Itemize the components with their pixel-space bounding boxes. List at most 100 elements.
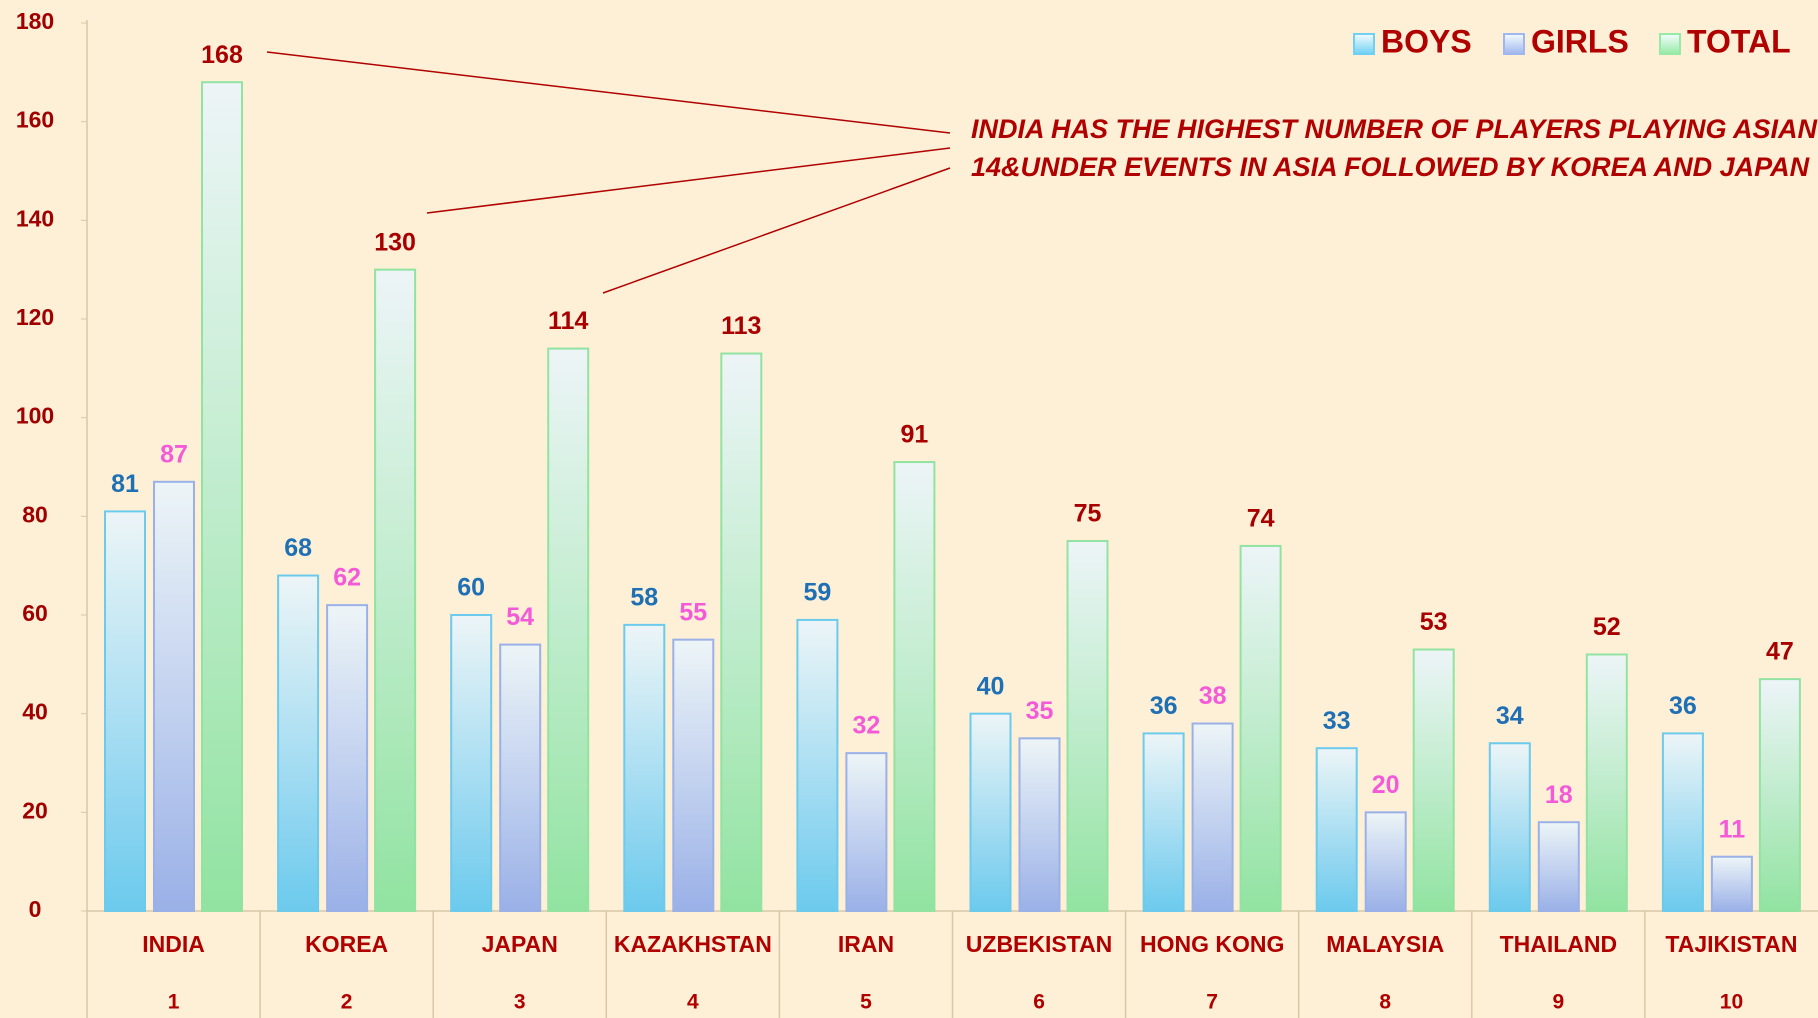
bar	[277, 574, 320, 912]
bar	[845, 752, 888, 913]
value-label: 168	[201, 41, 243, 69]
y-tick-label: 0	[29, 896, 42, 922]
value-label: 114	[548, 307, 588, 335]
x-rank-label: 2	[341, 991, 353, 1014]
x-rank-label: 5	[860, 991, 872, 1014]
annotation: INDIA HAS THE HIGHEST NUMBER OF PLAYERS …	[971, 114, 1818, 144]
x-tick-label: KOREA	[305, 931, 388, 957]
legend-label: GIRLS	[1531, 23, 1629, 59]
annotation-line	[266, 51, 951, 134]
x-rank-label: 10	[1720, 991, 1743, 1014]
y-tick-label: 20	[22, 797, 48, 823]
value-label: 59	[803, 579, 831, 607]
x-tick-label: INDIA	[142, 931, 205, 957]
x-tick-label: JAPAN	[482, 931, 558, 957]
value-label: 53	[1420, 608, 1448, 636]
bar	[1191, 722, 1234, 912]
bar	[1018, 737, 1061, 912]
bar	[1315, 747, 1358, 913]
y-tick-label: 160	[16, 107, 54, 133]
legend-swatch	[1503, 33, 1525, 55]
bar	[326, 604, 369, 913]
bar	[374, 268, 417, 912]
y-tick-label: 80	[22, 501, 48, 527]
value-label: 36	[1150, 692, 1178, 720]
value-label: 113	[721, 312, 761, 340]
bar	[969, 712, 1012, 913]
value-label: 34	[1496, 702, 1524, 730]
y-tick-label: 140	[16, 205, 54, 231]
bar	[672, 638, 715, 913]
bar	[796, 618, 839, 913]
annotation-line	[602, 167, 951, 294]
bar	[1364, 811, 1407, 912]
bar	[720, 352, 763, 912]
value-label: 130	[374, 228, 416, 256]
value-label: 54	[506, 603, 534, 631]
legend-swatch	[1659, 33, 1681, 55]
value-label: 20	[1372, 771, 1400, 799]
value-label: 40	[977, 672, 1005, 700]
value-label: 81	[111, 470, 139, 498]
bar	[1585, 653, 1628, 912]
value-label: 60	[457, 574, 485, 602]
bar	[1066, 540, 1109, 912]
x-tick-label: KAZAKHSTAN	[614, 931, 772, 957]
y-tick-label: 60	[22, 600, 48, 626]
x-tick-label: UZBEKISTAN	[966, 931, 1113, 957]
x-rank-label: 9	[1553, 991, 1565, 1014]
y-tick-label: 180	[16, 8, 54, 34]
legend-label: TOTAL	[1687, 23, 1791, 59]
value-label: 11	[1719, 815, 1746, 843]
bar	[1142, 732, 1185, 913]
value-label: 62	[333, 564, 361, 592]
value-label: 32	[852, 712, 880, 740]
x-tick-label: HONG KONG	[1140, 931, 1284, 957]
x-rank-label: 7	[1206, 991, 1218, 1014]
value-label: 68	[284, 534, 312, 562]
bar	[1661, 732, 1704, 913]
value-label: 74	[1247, 505, 1275, 533]
value-label: 35	[1026, 697, 1054, 725]
y-tick-label: 40	[22, 699, 48, 725]
x-rank-label: 6	[1033, 991, 1045, 1014]
bar	[201, 81, 243, 912]
x-tick-label: THAILAND	[1500, 931, 1618, 957]
value-label: 33	[1323, 707, 1351, 735]
x-tick-label: MALAYSIA	[1326, 931, 1444, 957]
value-label: 58	[630, 583, 658, 611]
value-label: 87	[160, 440, 188, 468]
annotation-line	[426, 147, 951, 214]
bar	[1710, 855, 1753, 913]
bar	[893, 461, 936, 912]
value-label: 36	[1669, 692, 1697, 720]
legend-swatch	[1353, 33, 1375, 55]
bar	[153, 480, 195, 912]
value-label: 52	[1593, 613, 1621, 641]
y-tick-label: 100	[16, 403, 54, 429]
x-rank-label: 4	[687, 991, 699, 1014]
x-tick-label: IRAN	[838, 931, 894, 957]
y-tick-label: 120	[16, 304, 54, 330]
value-label: 18	[1545, 781, 1573, 809]
bar	[623, 623, 666, 912]
x-rank-label: 3	[514, 991, 526, 1014]
bar	[104, 510, 146, 912]
value-label: 47	[1766, 638, 1794, 666]
value-label: 55	[679, 598, 707, 626]
x-rank-label: 1	[168, 991, 180, 1014]
bar	[547, 347, 590, 913]
legend-label: BOYS	[1381, 23, 1472, 59]
value-label: 38	[1199, 682, 1227, 710]
x-rank-label: 8	[1379, 991, 1391, 1014]
bar	[1239, 544, 1282, 913]
annotation-lines	[266, 51, 951, 294]
bar	[450, 614, 493, 912]
bar	[499, 643, 542, 912]
bar	[1758, 678, 1801, 913]
bar	[1537, 821, 1580, 913]
bar	[1412, 648, 1455, 912]
value-label: 75	[1074, 500, 1102, 528]
annotation: 14&UNDER EVENTS IN ASIA FOLLOWED BY KORE…	[971, 152, 1810, 182]
